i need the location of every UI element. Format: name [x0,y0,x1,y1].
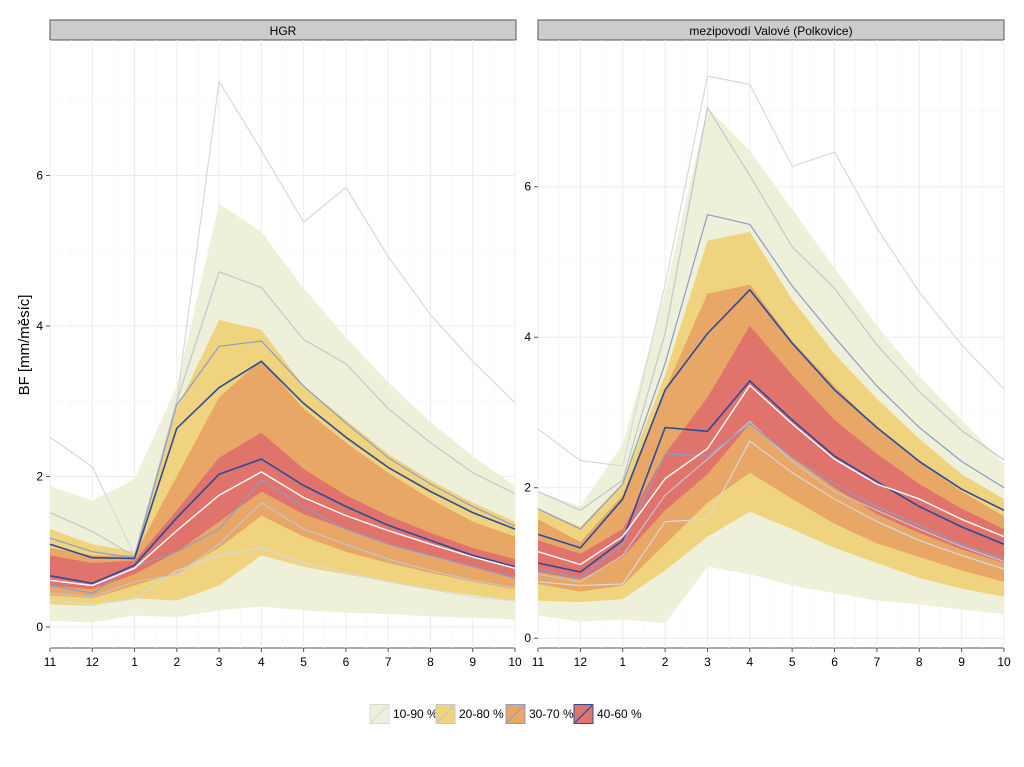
legend-item: 10-90 % [369,704,438,724]
x-tick-label: 11 [532,655,545,669]
facet-title-valove: mezipovodí Valové (Polkovice) [689,24,852,38]
quantile-line-q20 [49,502,516,598]
facet-title-hgr: HGR [270,24,297,38]
x-tick-label: 5 [789,655,796,669]
x-tick-label: 7 [874,655,881,669]
x-tick-label: 1 [131,655,138,669]
legend-label: 40-60 % [597,707,642,721]
y-tick-label: 0 [36,620,43,634]
quantile-lines-valove [537,75,1005,587]
legend-key-line [370,705,389,723]
facet-panel-valove: mezipovodí Valové (Polkovice) 11 12 1 2 3 4 5 6… [524,19,1011,669]
x-tick-label: 9 [958,655,965,669]
x-tick-label: 2 [662,655,669,669]
x-tick-label: 12 [574,655,588,669]
quantile-line-q40 [49,458,516,585]
x-tick-label: 12 [86,655,100,669]
x-tick-label: 9 [469,655,476,669]
x-tick-label: 5 [300,655,307,669]
legend-label: 30-70 % [529,707,574,721]
y-tick-label: 2 [524,481,531,495]
quantile-line-q30 [537,423,1005,579]
quantile-line-q80 [49,271,516,557]
x-tick-label: 10 [997,655,1011,669]
x-tick-label: 3 [216,655,223,669]
quantile-line-q70 [49,340,516,559]
quantile-lines-hgr [49,80,516,606]
legend-item: 40-60 % [573,704,642,724]
quantile-line-q90 [537,75,1005,467]
y-tick-label: 6 [36,168,43,182]
band-40-60 [50,432,515,590]
quantile-line-q60 [49,360,516,560]
x-tick-label: 8 [916,655,923,669]
band-40-60 [538,325,1004,580]
legend-label: 10-90 % [393,707,438,721]
quantile-line-q80 [537,107,1005,511]
quantile-line-q40 [537,380,1005,573]
x-tick-label: 11 [44,655,57,669]
quantile-line-q10 [49,547,516,606]
legend-item: 20-80 % [435,704,504,724]
quantile-line-median [537,384,1005,566]
x-tick-label: 4 [258,655,265,669]
x-tick-label: 10 [508,655,522,669]
x-tick-label: 7 [385,655,392,669]
quantile-line-q60 [537,288,1005,549]
x-tick-label: 8 [427,655,434,669]
y-tick-label: 4 [36,319,43,333]
quantile-line-q10 [537,440,1005,587]
x-tick-label: 6 [343,655,350,669]
legend-key-line [436,705,455,723]
x-tick-label: 2 [173,655,180,669]
y-axis-title: BF [mm/měsíc] [16,295,33,396]
legend-key-line [506,705,525,723]
legend-label: 20-80 % [459,707,504,721]
y-tick-label: 0 [524,631,531,645]
quantile-line-q90 [49,80,516,557]
y-tick-label: 4 [524,330,531,344]
y-tick-label: 2 [36,469,43,483]
legend-key-line [574,705,593,723]
legend-item: 30-70 % [505,704,574,724]
quantile-line-median [49,471,516,587]
quantile-line-q70 [537,214,1005,530]
x-tick-label: 6 [831,655,838,669]
legend: 10-90 % 20-80 % 30-70 % 40-60 % [369,704,642,724]
x-tick-label: 1 [619,655,626,669]
y-tick-label: 6 [524,180,531,194]
x-tick-label: 4 [746,655,753,669]
x-tick-label: 3 [704,655,711,669]
